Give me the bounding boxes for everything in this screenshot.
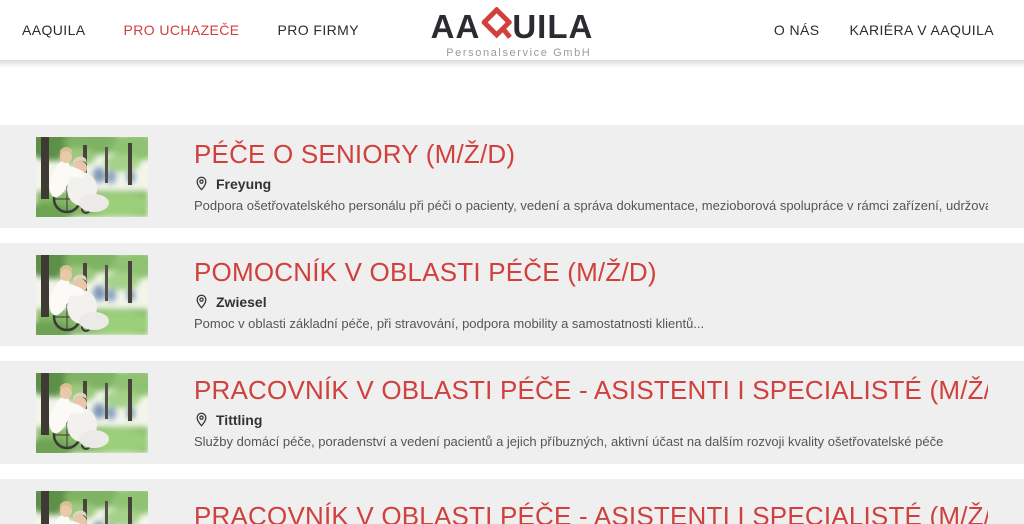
job-description: Podpora ošetřovatelského personálu při p… (194, 197, 988, 213)
job-title[interactable]: POMOCNÍK V OBLASTI PÉČE (M/Ž/D) (194, 258, 657, 288)
caregiver-park-photo (36, 490, 148, 524)
job-card-content: PÉČE O SENIORY (M/Ž/D) Freyung Podpora o… (194, 140, 1024, 212)
logo-text-post: UILA (512, 8, 594, 45)
job-card-content: PRACOVNÍK V OBLASTI PÉČE - ASISTENTI I S… (194, 502, 1024, 524)
logo-subtitle: Personalservice GmbH (446, 47, 592, 59)
caregiver-park-photo (36, 136, 148, 217)
job-card-content: PRACOVNÍK V OBLASTI PÉČE - ASISTENTI I S… (194, 376, 1024, 448)
location-pin-icon (194, 293, 209, 310)
job-card[interactable]: PRACOVNÍK V OBLASTI PÉČE - ASISTENTI I S… (0, 479, 1024, 524)
job-thumbnail[interactable] (36, 254, 148, 335)
job-card[interactable]: PRACOVNÍK V OBLASTI PÉČE - ASISTENTI I S… (0, 361, 1024, 464)
job-thumbnail[interactable] (36, 136, 148, 217)
job-title[interactable]: PRACOVNÍK V OBLASTI PÉČE - ASISTENTI I S… (194, 376, 988, 406)
job-card-content: POMOCNÍK V OBLASTI PÉČE (M/Ž/D) Zwiesel … (194, 258, 1024, 330)
nav-item-kariera-v-aaquila[interactable]: KARIÉRA V AAQUILA (849, 22, 994, 38)
job-list: PÉČE O SENIORY (M/Ž/D) Freyung Podpora o… (0, 125, 1024, 524)
job-thumbnail[interactable] (36, 490, 148, 524)
job-card[interactable]: PÉČE O SENIORY (M/Ž/D) Freyung Podpora o… (0, 125, 1024, 228)
header-shadow (0, 60, 1024, 68)
job-card[interactable]: POMOCNÍK V OBLASTI PÉČE (M/Ž/D) Zwiesel … (0, 243, 1024, 346)
logo-q-diamond-icon (480, 6, 513, 46)
nav-item-o-nas[interactable]: O NÁS (773, 22, 820, 38)
job-location-row: Freyung (194, 175, 988, 193)
header: AAQUILA PRO UCHAZEČE PRO FIRMY AA UILA P… (0, 0, 1024, 60)
caregiver-park-photo (36, 372, 148, 453)
logo-text-pre: AA (430, 8, 481, 45)
job-title[interactable]: PRACOVNÍK V OBLASTI PÉČE - ASISTENTI I S… (194, 501, 988, 524)
job-title[interactable]: PÉČE O SENIORY (M/Ž/D) (194, 140, 516, 170)
job-location: Zwiesel (216, 293, 267, 310)
location-pin-icon (194, 175, 209, 192)
logo[interactable]: AA UILA Personalservice GmbH (430, 6, 594, 59)
location-pin-icon (194, 411, 209, 428)
job-location: Tittling (216, 411, 263, 428)
caregiver-park-photo (36, 254, 148, 335)
job-thumbnail[interactable] (36, 372, 148, 453)
nav-item-aaquila[interactable]: AAQUILA (22, 22, 86, 38)
job-description: Pomoc v oblasti základní péče, při strav… (194, 315, 705, 331)
nav-item-pro-firmy[interactable]: PRO FIRMY (277, 22, 359, 38)
job-location: Freyung (216, 175, 272, 192)
job-location-row: Zwiesel (194, 293, 988, 311)
nav-item-pro-uchazece[interactable]: PRO UCHAZEČE (123, 22, 240, 38)
logo-wordmark: AA UILA (430, 6, 594, 46)
nav-left: AAQUILA PRO UCHAZEČE PRO FIRMY (0, 22, 359, 38)
job-location-row: Tittling (194, 411, 988, 429)
job-description: Služby domácí péče, poradenství a vedení… (194, 433, 944, 449)
nav-right: O NÁS KARIÉRA V AAQUILA (774, 22, 1024, 38)
